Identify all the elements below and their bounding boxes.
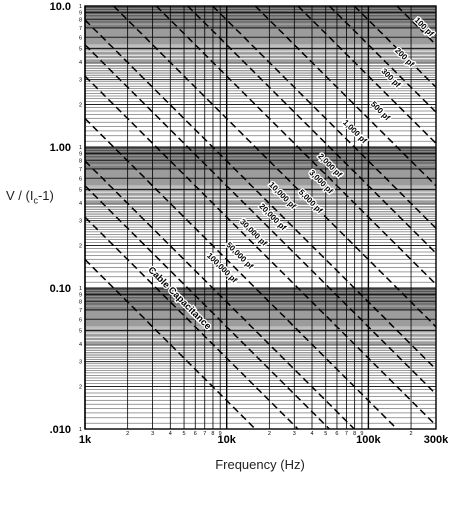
y-tick-label: 10.0 [50,1,71,13]
y-minor-tick-label: 3 [79,78,82,84]
capacitance-line [84,19,437,370]
y-minor-tick-label: 6 [79,317,82,323]
y-minor-tick-label: 2 [79,103,82,109]
capacitance-line [84,216,299,430]
x-minor-tick-label: 4 [310,431,313,437]
y-minor-tick-label: 6 [79,35,82,41]
x-minor-tick-label: 7 [345,431,348,437]
y-minor-tick-label: 2 [79,385,82,391]
capacitance-line [113,5,437,328]
y-minor-tick-label: 3 [79,219,82,225]
x-minor-tick-label: 9 [360,431,363,437]
x-tick-label: 300k [424,434,449,446]
y-minor-tick-label: 5 [79,46,82,52]
capacitance-lines [84,5,437,430]
y-minor-tick-label: 4 [79,342,82,348]
capacitance-line [84,258,256,430]
x-tick-label: 1k [79,434,92,446]
y-tick-label: 0.10 [50,283,71,295]
x-minor-tick-label: 5 [324,431,327,437]
capacitance-line [396,5,437,46]
x-minor-tick-label: 2 [126,431,129,437]
y-minor-tick-label: 8 [79,18,82,24]
x-minor-tick-label: 4 [169,431,172,437]
x-minor-tick-label: 3 [151,431,154,437]
y-minor-tick-label: 5 [79,187,82,193]
x-minor-tick-label: 2 [410,431,413,437]
y-tick-label: 1.00 [50,142,71,154]
x-minor-tick-label: 5 [183,431,186,437]
capacitance-line [84,185,330,430]
capacitance-line [353,5,437,88]
capacitance-line [187,5,437,254]
capacitance-line [328,5,437,113]
x-axis-label: Frequency (Hz) [215,457,305,472]
y-minor-tick-label: 1 [79,145,82,151]
capacitance-line [84,160,355,430]
plot-frame [84,5,437,430]
y-minor-tick-label: 3 [79,360,82,366]
capacitance-line [84,44,437,395]
y-minor-tick-label: 6 [79,176,82,182]
y-minor-tick-label: 9 [79,151,82,157]
y-axis-label: V / (Ic-1) [6,188,54,206]
x-minor-tick-label: 2 [268,431,271,437]
y-minor-tick-label: 5 [79,328,82,334]
x-minor-tick-label: 3 [293,431,296,437]
annotation-label: Cable Capacitance [146,265,214,332]
x-tick-label: 100k [356,434,381,446]
x-tick-label: 10k [218,434,237,446]
y-minor-tick-label: 8 [79,300,82,306]
x-minor-tick-label: 6 [335,431,338,437]
y-minor-tick-label: 1 [79,286,82,292]
y-minor-tick-label: 7 [79,167,82,173]
y-minor-tick-label: 7 [79,26,82,32]
x-minor-tick-label: 8 [211,431,214,437]
y-minor-tick-label: 1 [79,4,82,10]
grid-lines [84,5,437,430]
y-minor-tick-label: 9 [79,10,82,16]
capacitance-line [84,75,437,426]
x-minor-tick-label: 7 [203,431,206,437]
y-minor-tick-label: 8 [79,159,82,165]
x-minor-tick-label: 9 [219,431,222,437]
plot-border [84,5,437,430]
y-minor-tick-label: 7 [79,308,82,314]
capacitance-line [84,117,398,430]
x-minor-tick-label: 8 [353,431,356,437]
y-minor-tick-label: 1 [79,427,82,433]
y-tick-label: .010 [50,424,71,436]
capacitance-line [297,5,437,144]
capacitance-line [254,5,437,187]
x-minor-tick-label: 6 [194,431,197,437]
y-minor-tick-label: 4 [79,201,82,207]
y-minor-tick-label: 9 [79,292,82,298]
capacitance-line [212,5,437,229]
y-minor-tick-label: 4 [79,60,82,66]
y-minor-tick-label: 2 [79,244,82,250]
